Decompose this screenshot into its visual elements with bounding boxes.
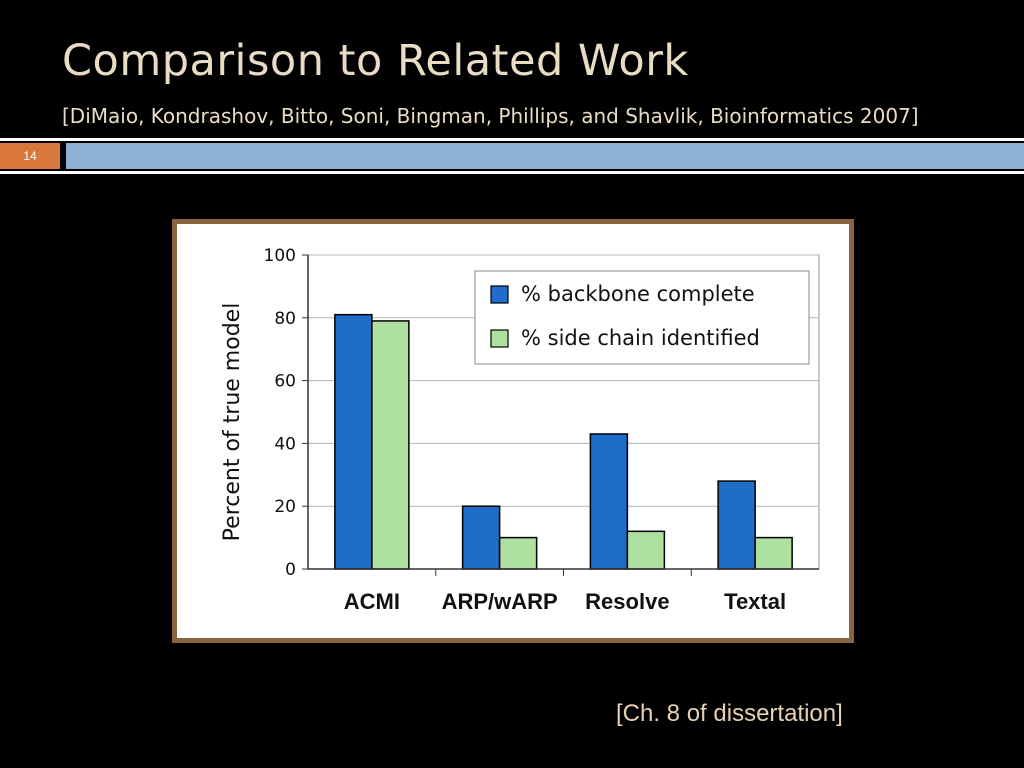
chart-panel: 0 20 40 60 80 100 ACMI ARP/wARP Resolve Textal % …: [177, 224, 849, 638]
x-category-label: ARP/wARP: [442, 589, 558, 614]
slide-title: Comparison to Related Work: [62, 36, 689, 86]
y-tick-label: 100: [264, 246, 296, 266]
bar-textal-series-1: [717, 480, 756, 570]
legend-box: [474, 270, 810, 365]
legend: % backbone complete % side chain identifi…: [474, 270, 810, 365]
bar-textal-series-2: [754, 536, 793, 570]
slide-subtitle: [DiMaio, Kondrashov, Bitto, Soni, Bingma…: [62, 104, 919, 128]
axes: 0 20 40 60 80 100 ACMI ARP/wARP Resolve Textal: [264, 246, 819, 614]
legend-swatch: [490, 329, 509, 348]
bar-acmi-series-1: [334, 313, 373, 570]
bar-arp-warp-series-2: [498, 536, 538, 570]
legend-swatch: [490, 285, 509, 304]
accent-bar: [66, 143, 1024, 169]
y-tick-label: 0: [285, 560, 296, 580]
y-tick-label: 40: [274, 434, 296, 454]
chart-frame: 0 20 40 60 80 100 ACMI ARP/wARP Resolve Textal % …: [172, 219, 854, 643]
divider-top: [0, 138, 1024, 141]
y-tick-label: 80: [274, 309, 296, 329]
y-axis-label: Percent of true model: [220, 303, 245, 542]
bar-acmi-series-2: [371, 320, 410, 570]
legend-label: % backbone complete: [521, 282, 755, 306]
bar-resolve-series-2: [626, 530, 666, 570]
x-category-label: Resolve: [585, 589, 669, 614]
bars: [334, 313, 793, 570]
x-category-label: ACMI: [344, 589, 400, 614]
x-category-label: Textal: [724, 589, 786, 614]
footer-note: [Ch. 8 of dissertation]: [616, 700, 843, 727]
y-tick-label: 60: [274, 372, 296, 392]
bar-chart: 0 20 40 60 80 100 ACMI ARP/wARP Resolve Textal % …: [220, 246, 820, 614]
divider-bottom: [0, 171, 1024, 174]
legend-label: % side chain identified: [521, 326, 760, 350]
slide-number: 14: [0, 143, 60, 169]
bar-resolve-series-1: [589, 433, 629, 570]
bar-arp-warp-series-1: [461, 505, 501, 570]
y-tick-label: 20: [274, 497, 296, 517]
